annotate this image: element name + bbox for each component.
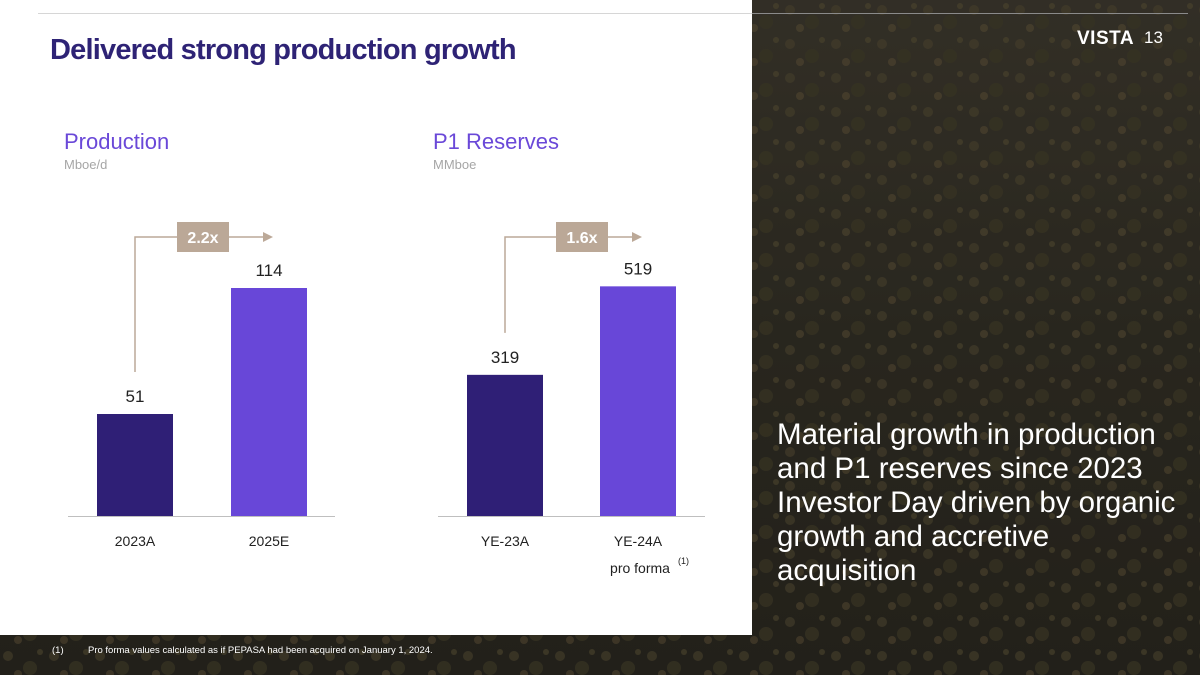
key-message: Material growth in production and P1 res…: [777, 418, 1176, 587]
growth-badge: [177, 222, 229, 252]
bar-ye-23a: [467, 374, 543, 516]
growth-badge-label: 2.2x: [187, 230, 218, 247]
category-sublabel: pro forma: [610, 560, 670, 576]
value-label: 519: [624, 259, 652, 278]
bar-2025e: [231, 288, 307, 516]
value-label: 319: [491, 348, 519, 367]
brand-logo: VISTA: [1077, 28, 1135, 49]
footnote-ref: (1): [678, 556, 689, 566]
page-title: Delivered strong production growth: [50, 34, 517, 66]
chart-unit-production: Mboe/d: [64, 157, 108, 172]
value-label: 51: [126, 387, 145, 406]
top-divider-right: [752, 13, 1188, 14]
value-label: 114: [255, 261, 282, 280]
footnote-text: Pro forma values calculated as if PEPASA…: [88, 645, 433, 656]
chart-unit-reserves: MMboe: [433, 157, 477, 172]
growth-arrow-head: [632, 232, 642, 242]
category-label: 2023A: [115, 533, 156, 549]
bar-2023a: [97, 414, 173, 516]
growth-arrow-head: [263, 232, 273, 242]
footnote-marker: (1): [52, 645, 64, 656]
chart-title-reserves: P1 Reserves: [433, 129, 559, 154]
category-label: YE-24A: [614, 533, 663, 549]
bar-charts: 51 2023A 114 2025E 2.2x 319 YE-23A 519 YE-24A pro…: [68, 222, 705, 576]
chart-title-production: Production: [64, 129, 170, 154]
growth-badge: [556, 222, 608, 252]
category-label: YE-23A: [481, 533, 530, 549]
category-label: 2025E: [249, 533, 289, 549]
growth-badge-label: 1.6x: [566, 230, 597, 247]
top-divider-left: [38, 13, 752, 14]
page-number: 13: [1144, 28, 1163, 47]
bar-ye-24a: [600, 286, 676, 516]
